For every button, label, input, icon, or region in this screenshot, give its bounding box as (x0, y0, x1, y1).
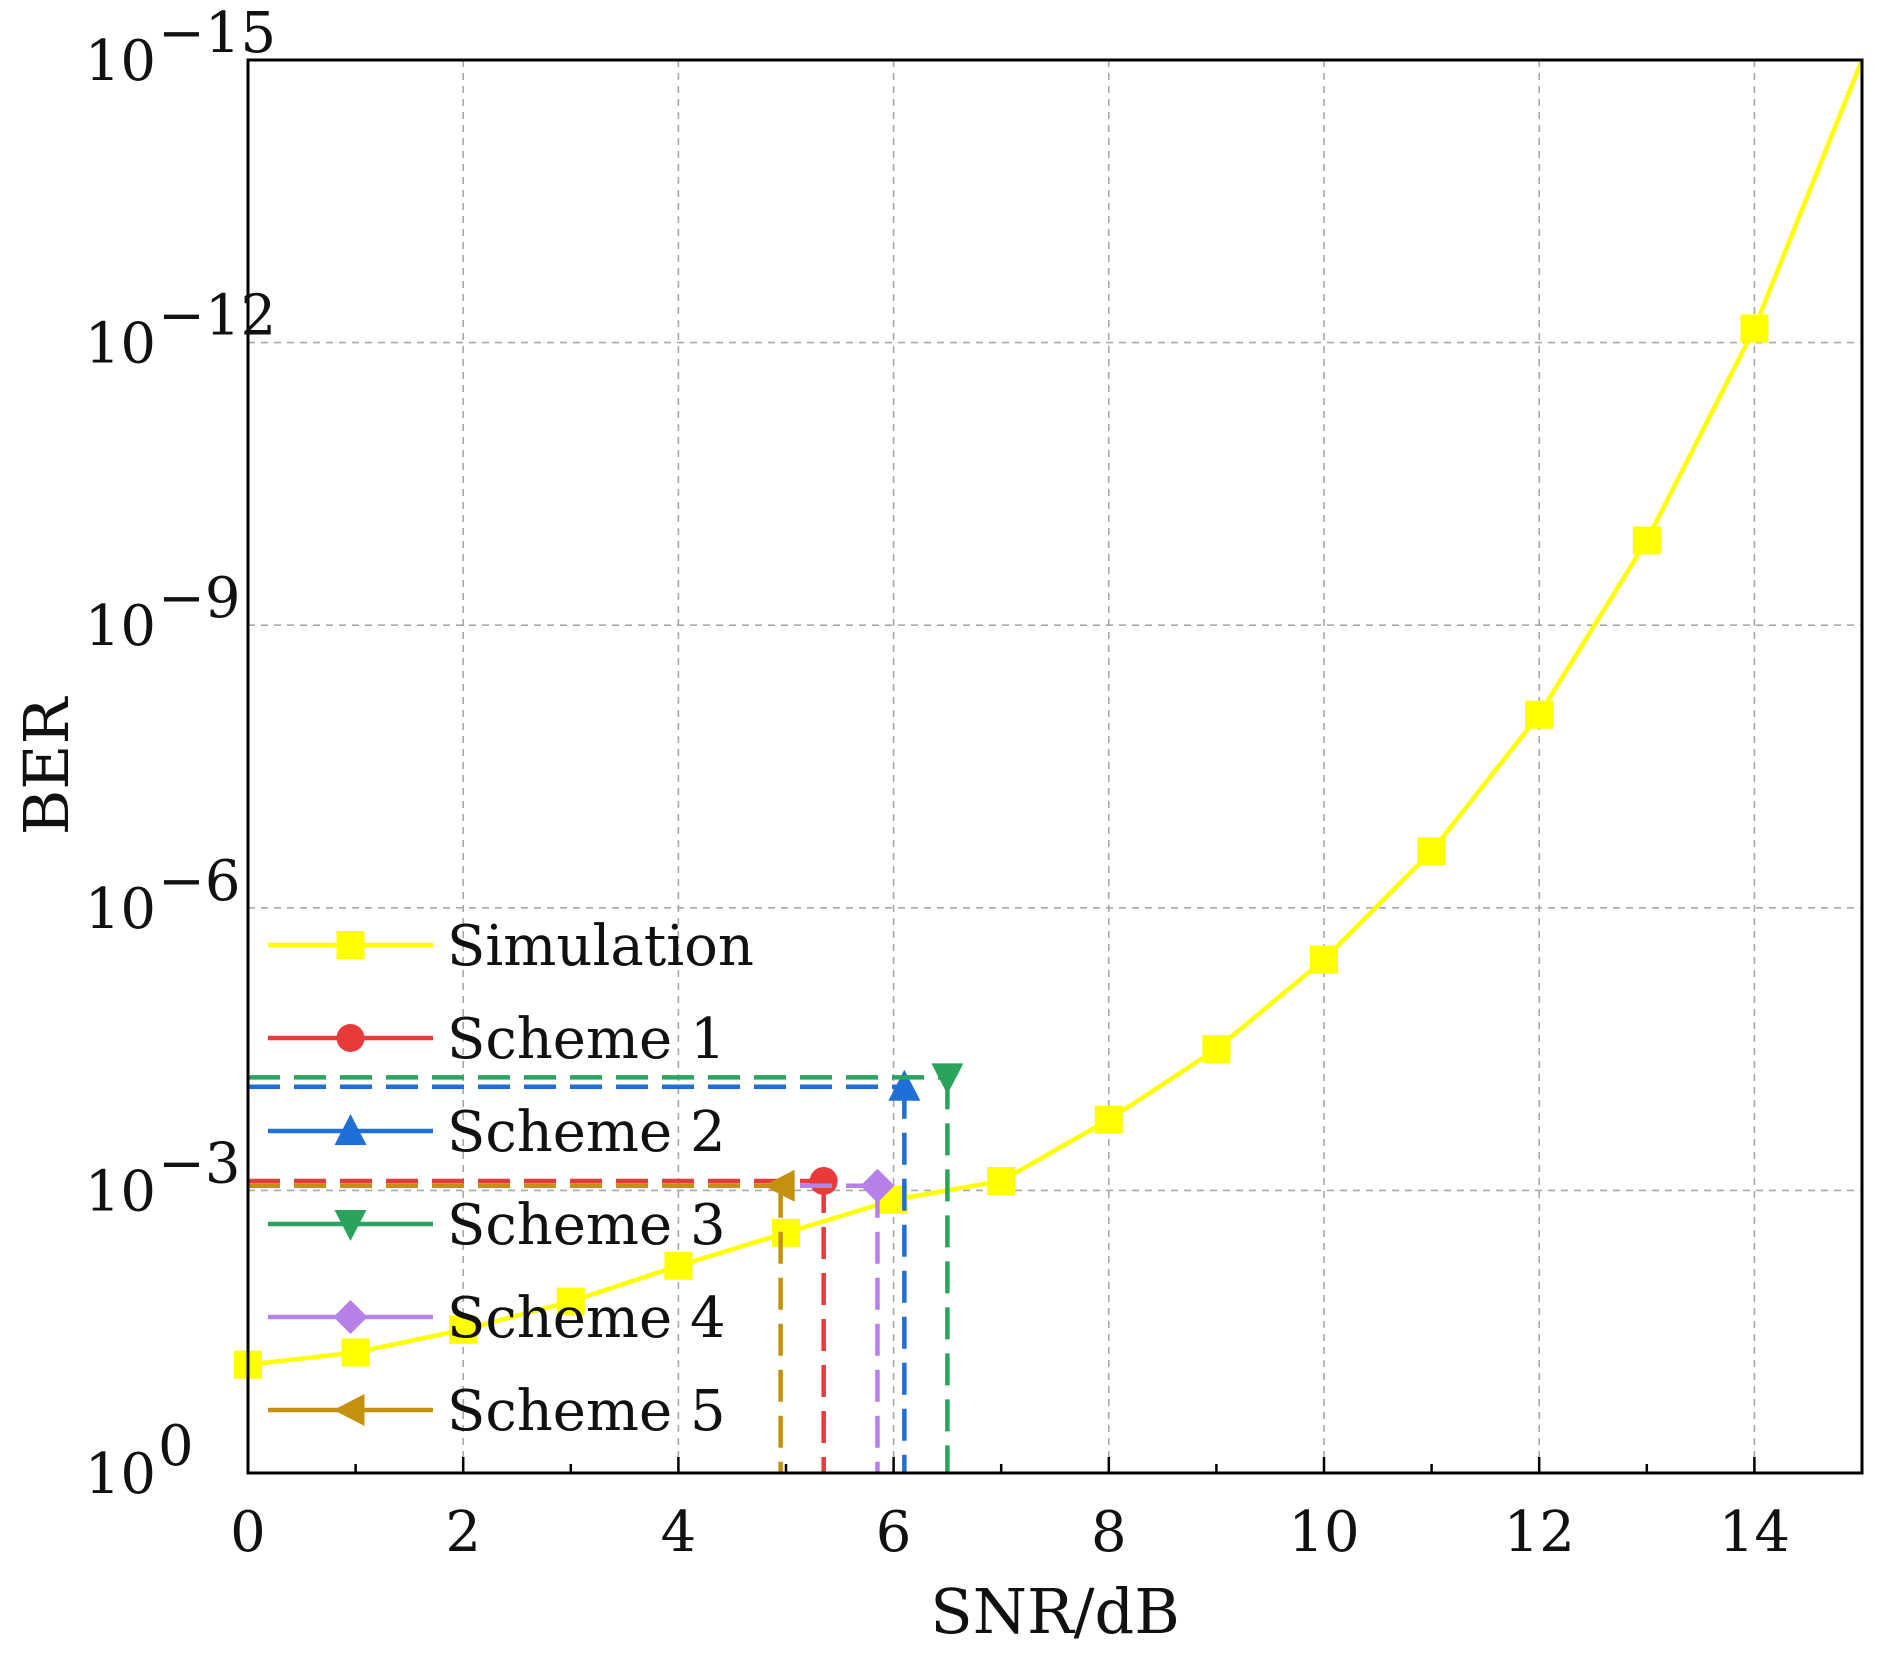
y-tick-label-exponent: −12 (158, 284, 276, 349)
legend-label: Scheme 5 (447, 1379, 726, 1444)
y-tick-label-exponent: −6 (158, 849, 241, 914)
data-point (449, 1315, 478, 1344)
threshold-point (809, 1166, 838, 1195)
plot-frame (246, 58, 1864, 1475)
data-point (1310, 945, 1338, 974)
legend-item: Simulation (268, 914, 754, 979)
x-tick-label: 8 (1091, 1500, 1127, 1565)
data-point (1417, 837, 1446, 866)
threshold-point (888, 1069, 921, 1101)
legend-item: Scheme 4 (268, 1286, 726, 1351)
x-tick-label: 2 (445, 1500, 481, 1565)
data-point (1202, 1035, 1231, 1064)
y-tick-label: 10 −15 (85, 1, 276, 94)
legend-item: Scheme 2 (268, 1100, 726, 1165)
y-tick-label-exponent: −9 (158, 566, 241, 631)
series-scheme-3 (248, 1063, 964, 1473)
threshold-point (931, 1063, 964, 1095)
series-scheme-1 (248, 1166, 838, 1473)
y-tick-label-exponent: 0 (158, 1414, 194, 1479)
legend-item: Scheme 5 (268, 1379, 726, 1444)
threshold-point (860, 1168, 895, 1203)
x-tick-label: 10 (1288, 1500, 1359, 1565)
y-tick-label: 10 −12 (85, 284, 276, 377)
y-tick-label-exponent: −15 (158, 1, 276, 66)
legend-label: Scheme 3 (447, 1193, 726, 1258)
data-point (1740, 314, 1769, 343)
legend-marker (333, 1394, 365, 1426)
data-point (341, 1338, 370, 1367)
data-point (1632, 526, 1661, 555)
y-tick-label-base: 10 (85, 1159, 156, 1224)
legend-label: Scheme 4 (447, 1286, 726, 1351)
y-tick-label-base: 10 (85, 29, 156, 94)
threshold-point (763, 1169, 795, 1202)
series-scheme-5 (248, 1169, 795, 1473)
data-point (987, 1166, 1016, 1195)
y-tick-label-base: 10 (85, 877, 156, 942)
series-scheme-2 (248, 1069, 921, 1473)
data-point (772, 1218, 800, 1247)
y-axis-label: BER (10, 695, 83, 835)
x-tick-label: 0 (230, 1500, 266, 1565)
legend-item: Scheme 3 (268, 1193, 726, 1258)
y-tick-label-base: 10 (85, 594, 156, 659)
x-tick-label: 14 (1719, 1500, 1790, 1565)
legend-marker (333, 1300, 368, 1334)
data-point (1094, 1105, 1123, 1134)
y-tick-label-exponent: −3 (158, 1131, 241, 1196)
y-tick-label: 10 −3 (85, 1131, 241, 1224)
plot-border (246, 58, 1864, 1475)
legend-marker (336, 1024, 365, 1052)
legend-label: Scheme 2 (447, 1100, 726, 1165)
data-point (1525, 700, 1554, 729)
series-line (247, 59, 1865, 1367)
legend-marker (336, 931, 365, 959)
data-point (664, 1251, 693, 1280)
grid (248, 60, 1862, 1473)
y-tick-label: 10 0 (85, 1414, 194, 1507)
legend-label: Simulation (447, 914, 754, 979)
y-tick-label-base: 10 (85, 312, 156, 377)
y-tick-label: 10 −6 (85, 849, 241, 942)
legend-marker (334, 1210, 367, 1241)
x-tick-label: 6 (876, 1500, 912, 1565)
y-tick-label: 10 −9 (85, 566, 241, 659)
x-tick-label: 12 (1504, 1500, 1575, 1565)
legend: Simulation Scheme 1 Scheme 2 Scheme 3 Scheme… (268, 914, 754, 1444)
y-tick-label-base: 10 (85, 1442, 156, 1507)
x-axis-label: SNR/dB (930, 1575, 1180, 1648)
data-point (556, 1287, 585, 1316)
legend-label: Scheme 1 (447, 1007, 726, 1072)
legend-marker (334, 1114, 367, 1145)
x-tick-label: 4 (661, 1500, 697, 1565)
legend-item: Scheme 1 (268, 1007, 726, 1072)
